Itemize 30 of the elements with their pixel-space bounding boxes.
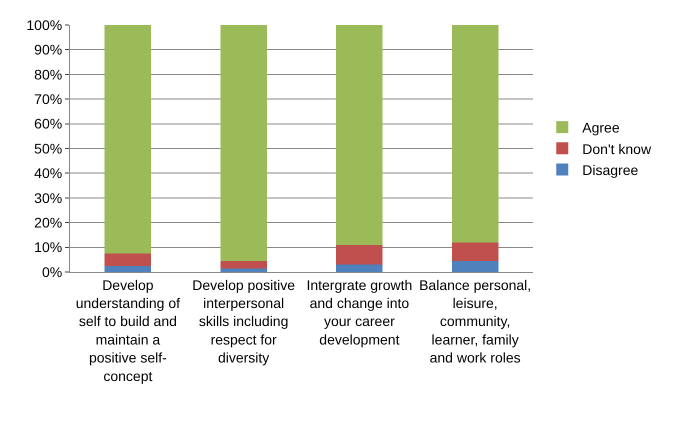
y-tick-label: 80%: [34, 66, 62, 82]
bar: [336, 25, 383, 245]
legend-label: Agree: [582, 120, 620, 136]
bar: [336, 244, 383, 265]
x-tick-label: Develop understanding of self to build and maintain a positive self-concept: [76, 276, 180, 384]
bar: [452, 25, 498, 242]
legend-label: Don't know: [582, 140, 652, 157]
y-tick-label: 40%: [34, 165, 62, 182]
bar: [220, 260, 267, 268]
y-tick-label: 100%: [26, 16, 62, 33]
bar: [336, 264, 383, 272]
y-tick-label: 0%: [42, 264, 62, 280]
bar: [452, 260, 498, 272]
bar: [104, 253, 152, 266]
y-tick-label: 60%: [34, 116, 62, 132]
bar: [104, 266, 152, 272]
legend-label: Disagree: [582, 162, 638, 178]
y-tick-label: 30%: [34, 190, 62, 206]
y-tick-label: 50%: [34, 140, 62, 156]
bar: [220, 268, 267, 272]
bar: [104, 25, 152, 254]
y-tick-label: 90%: [34, 42, 62, 58]
y-tick-label: 10%: [34, 239, 62, 256]
x-tick-label: Develop positive interpersonal skills including respect for diversity: [192, 276, 296, 366]
x-tick-label: Balance personal, leisure, community, learner, family and work roles: [419, 276, 532, 366]
y-tick-label: 70%: [34, 91, 62, 107]
x-tick-label: Intergrate growth and change into your career development: [306, 276, 412, 348]
bar: [452, 242, 498, 261]
y-tick-label: 20%: [34, 214, 62, 230]
bar: [220, 25, 267, 261]
